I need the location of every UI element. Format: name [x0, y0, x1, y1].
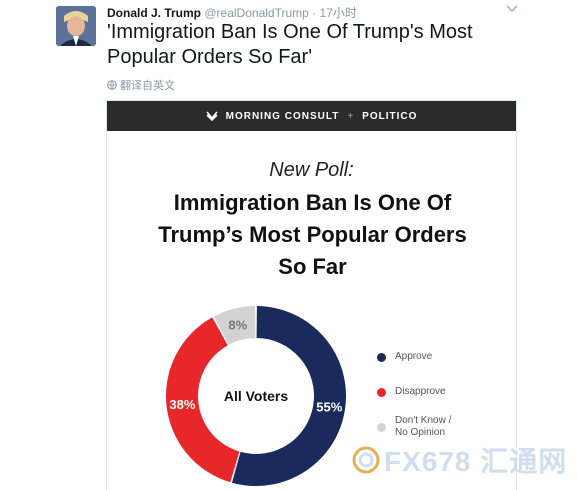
- legend-item-disapprove: Disapprove: [377, 386, 446, 398]
- donut-center-label: All Voters: [224, 388, 289, 404]
- brand-separator: +: [347, 110, 355, 122]
- legend-label-approve: Approve: [395, 351, 433, 362]
- card-brand-bar: MORNING CONSULT + POLITICO: [107, 101, 516, 131]
- brand-morning-consult: MORNING CONSULT: [225, 110, 340, 122]
- donut-data-label: 8%: [228, 317, 247, 332]
- legend-swatch-disapprove: [377, 388, 386, 397]
- separator-dot: ·: [312, 6, 317, 20]
- brand-politico: POLITICO: [362, 110, 418, 122]
- legend-item-no-opinion: Don't Know / No Opinion: [377, 415, 451, 439]
- poll-kicker: New Poll:: [269, 159, 354, 181]
- watermark: FX678 汇通网: [352, 440, 567, 480]
- poll-title: Immigration Ban Is One Of Trump’s Most P…: [158, 190, 467, 279]
- legend-swatch-approve: [377, 353, 386, 362]
- legend-label-no-opinion-line1: Don't Know /: [395, 415, 452, 426]
- globe-icon: [107, 80, 117, 90]
- legend-label-no-opinion: Don't Know / No Opinion: [395, 415, 451, 439]
- tweet-header: Donald J. Trump @realDonaldTrump · 17小时: [107, 4, 357, 21]
- morning-consult-logo-icon: [205, 111, 218, 121]
- user-handle[interactable]: @realDonaldTrump: [204, 6, 309, 20]
- donut-chart: All Voters 55% 38% 8%: [166, 306, 346, 486]
- donut-slice-approve: [231, 306, 346, 486]
- chevron-down-icon[interactable]: [505, 2, 519, 14]
- legend-label-disapprove: Disapprove: [395, 386, 446, 397]
- fx678-logo-icon: [352, 446, 380, 474]
- donut-slice-don-t-know-no-opinion: [213, 306, 256, 345]
- translate-link[interactable]: 翻译自英文: [107, 77, 175, 93]
- donut-data-label: 55%: [316, 399, 342, 414]
- legend-swatch-no-opinion: [377, 423, 386, 432]
- tweet-timestamp[interactable]: 17小时: [319, 6, 357, 20]
- translate-label: 翻译自英文: [120, 80, 175, 92]
- avatar-image: [56, 6, 96, 46]
- donut-slice-disapprove: [166, 317, 240, 483]
- media-card[interactable]: MORNING CONSULT + POLITICO New Poll: Imm…: [106, 100, 517, 490]
- donut-data-label: 38%: [169, 397, 195, 412]
- avatar[interactable]: [56, 6, 96, 46]
- watermark-text: FX678 汇通网: [384, 446, 568, 477]
- legend-label-no-opinion-line2: No Opinion: [395, 427, 446, 438]
- tweet-text: 'Immigration Ban Is One Of Trump's Most …: [107, 21, 473, 68]
- legend-item-approve: Approve: [377, 351, 432, 363]
- display-name[interactable]: Donald J. Trump: [107, 6, 202, 20]
